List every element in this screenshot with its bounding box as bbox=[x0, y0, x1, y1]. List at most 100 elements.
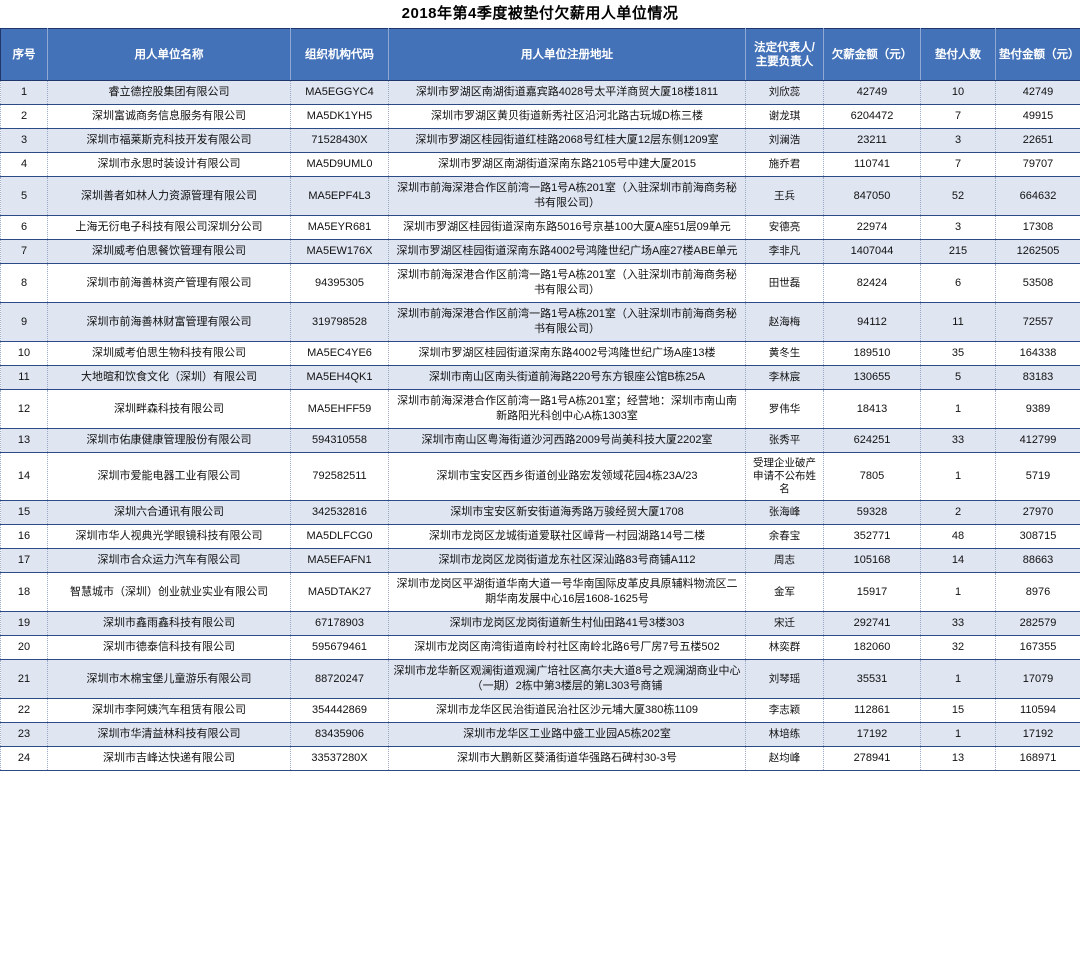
cell-representative: 林奕群 bbox=[745, 635, 824, 660]
cell-paid-amount: 88663 bbox=[995, 548, 1080, 573]
cell-paid-count: 15 bbox=[920, 698, 996, 723]
cell-representative: 刘琴瑶 bbox=[745, 659, 824, 699]
cell-index: 7 bbox=[0, 239, 48, 264]
cell-paid-count: 33 bbox=[920, 611, 996, 636]
cell-representative: 张海峰 bbox=[745, 500, 824, 525]
cell-paid-amount: 72557 bbox=[995, 302, 1080, 342]
cell-index: 20 bbox=[0, 635, 48, 660]
column-header-index: 序号 bbox=[0, 28, 48, 81]
cell-owed-amount: 189510 bbox=[823, 341, 921, 366]
cell-address: 深圳市罗湖区桂园街道深南东路4002号鸿隆世纪广场A座13楼 bbox=[388, 341, 746, 366]
cell-representative: 李非凡 bbox=[745, 239, 824, 264]
cell-org-code: MA5EH4QK1 bbox=[290, 365, 389, 390]
cell-owed-amount: 23211 bbox=[823, 128, 921, 153]
cell-owed-amount: 59328 bbox=[823, 500, 921, 525]
cell-owed-amount: 82424 bbox=[823, 263, 921, 303]
cell-index: 11 bbox=[0, 365, 48, 390]
table-row: 9 深圳市前海善林财富管理有限公司 319798528 深圳市前海深港合作区前湾一路1… bbox=[0, 302, 1080, 342]
table-row: 2 深圳富诚商务信息服务有限公司 MA5DK1YH5 深圳市罗湖区黄贝街道新秀社区沿河… bbox=[0, 104, 1080, 129]
cell-org-code: MA5EW176X bbox=[290, 239, 389, 264]
table-row: 22 深圳市李阿姨汽车租赁有限公司 354442869 深圳市龙华区民治街道民治社区沙… bbox=[0, 698, 1080, 723]
cell-employer-name: 深圳市福莱斯克科技开发有限公司 bbox=[47, 128, 291, 153]
table-row: 19 深圳市鑫雨鑫科技有限公司 67178903 深圳市龙岗区龙岗街道新生村仙田路41… bbox=[0, 611, 1080, 636]
cell-representative: 赵海梅 bbox=[745, 302, 824, 342]
cell-owed-amount: 182060 bbox=[823, 635, 921, 660]
cell-index: 12 bbox=[0, 389, 48, 429]
cell-paid-amount: 168971 bbox=[995, 746, 1080, 771]
cell-paid-amount: 79707 bbox=[995, 152, 1080, 177]
cell-paid-amount: 42749 bbox=[995, 80, 1080, 105]
cell-index: 19 bbox=[0, 611, 48, 636]
cell-org-code: MA5EGGYC4 bbox=[290, 80, 389, 105]
cell-owed-amount: 94112 bbox=[823, 302, 921, 342]
cell-org-code: MA5DTAK27 bbox=[290, 572, 389, 612]
cell-paid-amount: 49915 bbox=[995, 104, 1080, 129]
cell-index: 4 bbox=[0, 152, 48, 177]
cell-paid-count: 1 bbox=[920, 659, 996, 699]
table-row: 12 深圳畔森科技有限公司 MA5EHFF59 深圳市前海深港合作区前湾一路1号A栋2… bbox=[0, 389, 1080, 429]
cell-owed-amount: 112861 bbox=[823, 698, 921, 723]
table-row: 17 深圳市合众运力汽车有限公司 MA5EFAFN1 深圳市龙岗区龙岗街道龙东社区深汕… bbox=[0, 548, 1080, 573]
cell-paid-count: 11 bbox=[920, 302, 996, 342]
table-row: 10 深圳威考伯思生物科技有限公司 MA5EC4YE6 深圳市罗湖区桂园街道深南东路4… bbox=[0, 341, 1080, 366]
cell-owed-amount: 352771 bbox=[823, 524, 921, 549]
cell-paid-count: 35 bbox=[920, 341, 996, 366]
cell-paid-count: 7 bbox=[920, 152, 996, 177]
cell-org-code: 83435906 bbox=[290, 722, 389, 747]
cell-paid-amount: 22651 bbox=[995, 128, 1080, 153]
cell-owed-amount: 35531 bbox=[823, 659, 921, 699]
cell-org-code: 33537280X bbox=[290, 746, 389, 771]
cell-owed-amount: 624251 bbox=[823, 428, 921, 453]
cell-representative: 周志 bbox=[745, 548, 824, 573]
cell-representative: 李林宸 bbox=[745, 365, 824, 390]
cell-owed-amount: 292741 bbox=[823, 611, 921, 636]
cell-address: 深圳市罗湖区南湖街道嘉宾路4028号太平洋商贸大厦18楼1811 bbox=[388, 80, 746, 105]
cell-org-code: 595679461 bbox=[290, 635, 389, 660]
cell-representative: 李志颖 bbox=[745, 698, 824, 723]
table-row: 11 大地暄和饮食文化（深圳）有限公司 MA5EH4QK1 深圳市南山区南头街道前海路… bbox=[0, 365, 1080, 390]
cell-org-code: MA5D9UML0 bbox=[290, 152, 389, 177]
table-row: 8 深圳市前海善林资产管理有限公司 94395305 深圳市前海深港合作区前湾一路1号… bbox=[0, 263, 1080, 303]
cell-address: 深圳市前海深港合作区前湾一路1号A栋201室（入驻深圳市前海商务秘书有限公司） bbox=[388, 176, 746, 216]
table-row: 7 深圳威考伯思餐饮管理有限公司 MA5EW176X 深圳市罗湖区桂园街道深南东路40… bbox=[0, 239, 1080, 264]
cell-index: 1 bbox=[0, 80, 48, 105]
cell-representative: 安德亮 bbox=[745, 215, 824, 240]
cell-paid-amount: 1262505 bbox=[995, 239, 1080, 264]
cell-paid-amount: 53508 bbox=[995, 263, 1080, 303]
cell-org-code: 94395305 bbox=[290, 263, 389, 303]
cell-employer-name: 深圳威考伯思餐饮管理有限公司 bbox=[47, 239, 291, 264]
cell-address: 深圳市罗湖区桂园街道深南东路4002号鸿隆世纪广场A座27楼ABE单元 bbox=[388, 239, 746, 264]
cell-address: 深圳市罗湖区桂园街道深南东路5016号京基100大厦A座51层09单元 bbox=[388, 215, 746, 240]
cell-employer-name: 深圳市佑康健康管理股份有限公司 bbox=[47, 428, 291, 453]
column-header-code: 组织机构代码 bbox=[290, 28, 389, 81]
cell-address: 深圳市罗湖区南湖街道深南东路2105号中建大厦2015 bbox=[388, 152, 746, 177]
cell-employer-name: 深圳市华人视典光学眼镜科技有限公司 bbox=[47, 524, 291, 549]
cell-address: 深圳市龙岗区平湖街道华南大道一号华南国际皮革皮具原辅料物流区二期华南发展中心16… bbox=[388, 572, 746, 612]
cell-paid-amount: 412799 bbox=[995, 428, 1080, 453]
cell-paid-count: 33 bbox=[920, 428, 996, 453]
cell-paid-count: 32 bbox=[920, 635, 996, 660]
cell-index: 23 bbox=[0, 722, 48, 747]
cell-address: 深圳市龙华新区观澜街道观澜广培社区高尔夫大道8号之观澜湖商业中心（一期）2栋中第… bbox=[388, 659, 746, 699]
cell-paid-count: 7 bbox=[920, 104, 996, 129]
table-row: 13 深圳市佑康健康管理股份有限公司 594310558 深圳市南山区粤海街道沙河西路… bbox=[0, 428, 1080, 453]
cell-org-code: 342532816 bbox=[290, 500, 389, 525]
cell-paid-count: 14 bbox=[920, 548, 996, 573]
cell-paid-amount: 9389 bbox=[995, 389, 1080, 429]
cell-paid-amount: 8976 bbox=[995, 572, 1080, 612]
cell-index: 5 bbox=[0, 176, 48, 216]
cell-employer-name: 深圳市爱能电器工业有限公司 bbox=[47, 452, 291, 501]
cell-paid-count: 215 bbox=[920, 239, 996, 264]
cell-address: 深圳市龙岗区龙城街道爱联社区嶂背一村园湖路14号二楼 bbox=[388, 524, 746, 549]
subsidized-wage-arrears-table: 序号 用人单位名称 组织机构代码 用人单位注册地址 法定代表人/主要负责人 欠薪… bbox=[0, 28, 1080, 771]
cell-index: 9 bbox=[0, 302, 48, 342]
cell-representative: 刘欣蕊 bbox=[745, 80, 824, 105]
table-row: 16 深圳市华人视典光学眼镜科技有限公司 MA5DLFCG0 深圳市龙岗区龙城街道爱联… bbox=[0, 524, 1080, 549]
table-body: 1 睿立德控股集团有限公司 MA5EGGYC4 深圳市罗湖区南湖街道嘉宾路4028号太… bbox=[0, 80, 1080, 771]
cell-employer-name: 深圳市木棉宝堡儿童游乐有限公司 bbox=[47, 659, 291, 699]
column-header-owed-amount: 欠薪金额（元） bbox=[823, 28, 921, 81]
cell-employer-name: 睿立德控股集团有限公司 bbox=[47, 80, 291, 105]
cell-paid-count: 3 bbox=[920, 215, 996, 240]
cell-representative: 施乔君 bbox=[745, 152, 824, 177]
cell-org-code: 354442869 bbox=[290, 698, 389, 723]
